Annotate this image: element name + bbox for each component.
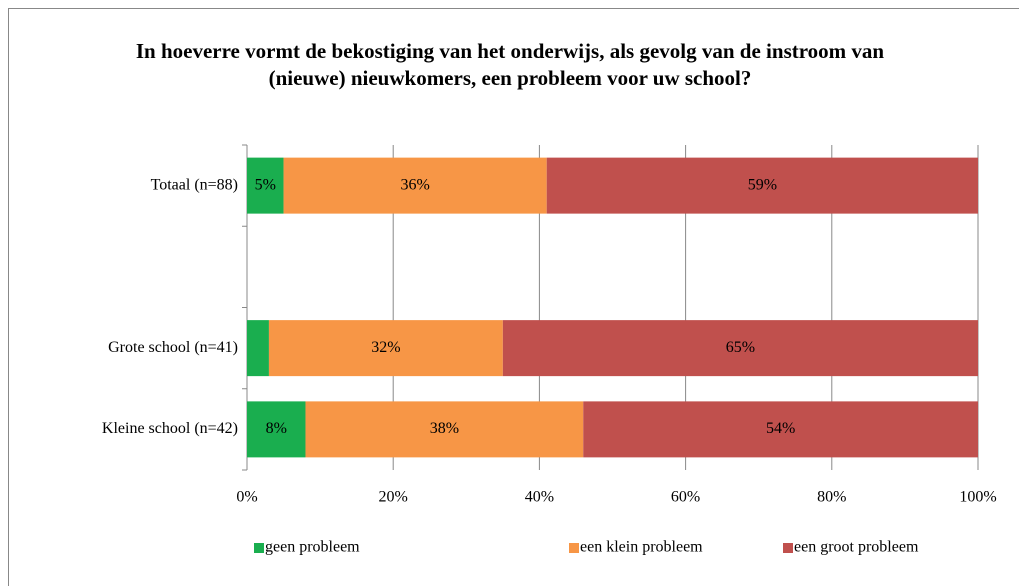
data-label: 38% xyxy=(430,420,459,437)
y-tick-label: Totaal (n=88) xyxy=(151,176,238,193)
y-tick-label: Grote school (n=41) xyxy=(108,339,238,356)
legend-swatch xyxy=(569,543,579,553)
x-tick-label: 80% xyxy=(817,489,846,506)
legend-swatch xyxy=(254,543,264,553)
data-label: 65% xyxy=(726,339,755,356)
x-tick-label: 40% xyxy=(525,489,554,506)
bar-segment xyxy=(247,401,306,458)
x-tick-label: 20% xyxy=(379,489,408,506)
y-tick-label: Kleine school (n=42) xyxy=(102,420,238,437)
legend-label: een klein probleem xyxy=(580,539,703,556)
chart-title: In hoeverre vormt de bekostiging van het… xyxy=(135,39,885,90)
legend-swatch xyxy=(783,543,793,553)
legend-label: geen probleem xyxy=(265,539,360,556)
bar-segment xyxy=(247,320,269,377)
data-label: 32% xyxy=(371,339,400,356)
bar-segment xyxy=(283,157,547,214)
bar-segment xyxy=(247,157,284,214)
x-tick-label: 100% xyxy=(959,489,996,506)
chart-border xyxy=(8,8,1019,586)
bar-segment xyxy=(305,401,584,458)
data-label: 59% xyxy=(748,176,777,193)
bar-segment xyxy=(583,401,978,458)
bar-segment xyxy=(268,320,503,377)
legend-label: een groot probleem xyxy=(794,539,919,556)
data-label: 54% xyxy=(766,420,795,437)
bar-segment xyxy=(502,320,978,377)
data-label: 36% xyxy=(400,176,429,193)
data-label: 5% xyxy=(255,176,276,193)
bar-segment xyxy=(546,157,978,214)
x-tick-label: 60% xyxy=(671,489,700,506)
data-label: 8% xyxy=(266,420,287,437)
x-tick-label: 0% xyxy=(236,489,257,506)
